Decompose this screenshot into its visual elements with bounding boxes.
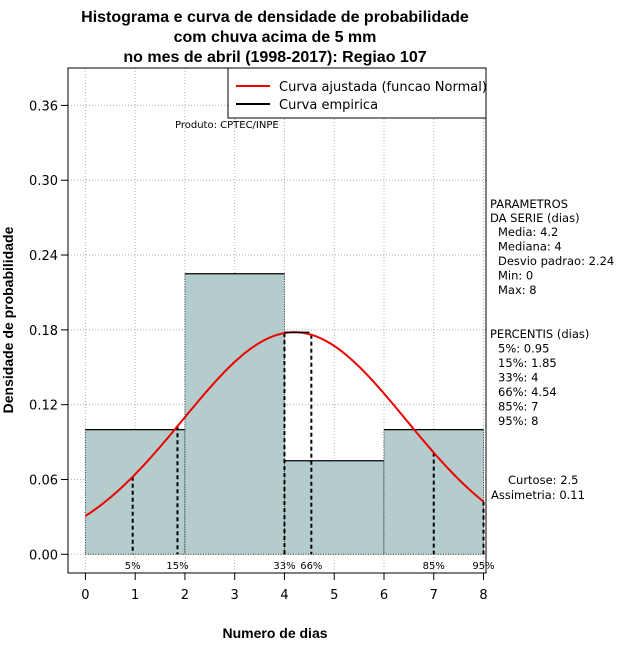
histogram-bar-4 bbox=[383, 429, 484, 555]
percentil-item-1: 5%: 0.95 bbox=[498, 342, 549, 356]
parametro-item-3: Desvio padrao: 2.24 bbox=[498, 254, 614, 268]
legend-box bbox=[227, 67, 487, 119]
percentil-item-3: 33%: 4 bbox=[498, 371, 538, 385]
percentile-label-4: 66% bbox=[300, 561, 322, 572]
percentile-label-2: 15% bbox=[166, 561, 188, 572]
stat-assimetria: Assimetria: 0.11 bbox=[491, 488, 585, 502]
x-tick-label-1: 1 bbox=[131, 588, 139, 603]
x-tick-label-6: 6 bbox=[380, 588, 388, 603]
y-tick-label-1: 0.06 bbox=[29, 473, 58, 488]
normal-fit-curve bbox=[84, 331, 485, 517]
y-tick-label-6: 0.36 bbox=[29, 99, 58, 114]
x-tick-label-3: 3 bbox=[231, 588, 239, 603]
x-tick-label-5: 5 bbox=[330, 588, 338, 603]
percentile-lines: 5% 15% 33% 66% 85% 95% bbox=[125, 333, 495, 572]
percentile-label-5: 85% bbox=[423, 561, 445, 572]
percentil-item-2: 15%: 1.85 bbox=[498, 356, 557, 370]
percentile-label-6: 95% bbox=[472, 561, 494, 572]
title-line-3: no mes de abril (1998-2017): Regiao 107 bbox=[123, 49, 426, 66]
legend-label-1: Curva ajustada (funcao Normal) bbox=[279, 80, 487, 95]
parametros-header-1: PARAMETROS bbox=[490, 197, 568, 211]
parametro-item-2: Mediana: 4 bbox=[498, 240, 562, 254]
x-tick-label-4: 4 bbox=[280, 588, 288, 603]
x-tick-label-7: 7 bbox=[430, 588, 438, 603]
stat-curtose: Curtose: 2.5 bbox=[508, 473, 578, 487]
x-tick-label-8: 8 bbox=[479, 588, 487, 603]
x-tick-label-2: 2 bbox=[181, 588, 189, 603]
histogram-bar-2 bbox=[184, 273, 285, 555]
percentis-header: PERCENTIS (dias) bbox=[490, 327, 589, 341]
histogram-bar-3 bbox=[284, 460, 384, 555]
parametro-item-5: Max: 8 bbox=[498, 283, 537, 297]
percentile-label-3: 33% bbox=[273, 561, 295, 572]
x-tick-label-0: 0 bbox=[81, 588, 89, 603]
percentil-item-4: 66%: 4.54 bbox=[498, 385, 557, 399]
density-curves bbox=[84, 331, 485, 517]
title-line-1: Histograma e curva de densidade de proba… bbox=[81, 9, 469, 26]
axes: 0 1 2 3 4 5 6 7 8 0.00 0.06 0.12 0.18 0.24 0.30 0.36 Num… bbox=[0, 99, 488, 641]
y-tick-label-0: 0.00 bbox=[29, 548, 58, 563]
percentil-item-6: 95%: 8 bbox=[498, 414, 538, 428]
legend-label-2: Curva empirica bbox=[279, 98, 378, 113]
y-tick-label-3: 0.18 bbox=[29, 324, 58, 339]
title-line-2: com chuva acima de 5 mm bbox=[174, 29, 377, 46]
parametro-item-1: Media: 4.2 bbox=[498, 225, 558, 239]
parametros-header-2: DA SERIE (dias) bbox=[490, 211, 580, 225]
percentile-label-1: 5% bbox=[125, 561, 141, 572]
histogram-bar-1 bbox=[85, 429, 185, 555]
credit-text: Produto: CPTEC/INPE bbox=[175, 120, 279, 131]
x-axis-label: Numero de dias bbox=[222, 625, 327, 641]
y-tick-label-5: 0.30 bbox=[29, 174, 58, 189]
y-tick-label-2: 0.12 bbox=[29, 399, 58, 414]
legend: Curva ajustada (funcao Normal) Curva empi… bbox=[175, 67, 487, 131]
chart-title: Histograma e curva de densidade de proba… bbox=[81, 9, 469, 66]
parametro-item-4: Min: 0 bbox=[498, 269, 533, 283]
y-axis-label: Densidade de probabilidade bbox=[0, 226, 16, 413]
y-tick-label-4: 0.24 bbox=[29, 249, 58, 264]
percentil-item-5: 85%: 7 bbox=[498, 400, 538, 414]
